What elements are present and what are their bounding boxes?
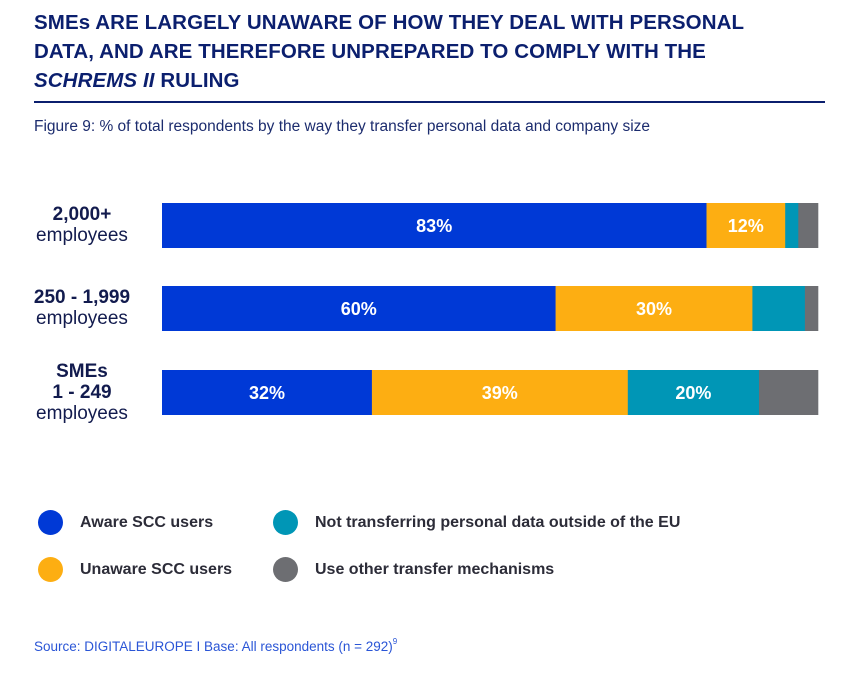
legend-label: Not transferring personal data outside o…	[315, 513, 681, 531]
data-label: 12%	[728, 216, 764, 236]
data-label: 60%	[341, 299, 377, 319]
legend-item-unaware: Unaware SCC users	[38, 557, 232, 582]
bar-segment-not-transferring-personal-data-outside-of-the-eu	[785, 203, 799, 248]
category-label-sme: SMEs 1 - 249 employees	[0, 361, 164, 424]
legend-label: Aware SCC users	[80, 513, 214, 531]
data-label: 32%	[249, 383, 285, 403]
bar-segment-not-transferring-personal-data-outside-of-the-eu	[627, 370, 760, 415]
legend-item-aware: Aware SCC users	[38, 510, 213, 535]
bar-segment-unaware-scc-users	[555, 286, 753, 331]
source-note: Source: DIGITALEUROPE I Base: All respon…	[34, 637, 398, 654]
data-label: 20%	[675, 383, 711, 403]
bar-segment-aware-scc-users	[162, 286, 556, 331]
bar-segment-unaware-scc-users	[371, 370, 628, 415]
legend-swatch-icon	[38, 510, 63, 535]
legend-item-other: Use other transfer mechanisms	[273, 557, 554, 582]
legend-label: Use other transfer mechanisms	[315, 560, 555, 578]
bar-segment-not-transferring-personal-data-outside-of-the-eu	[752, 286, 806, 331]
legend-swatch-icon	[273, 557, 298, 582]
data-label: 39%	[482, 383, 518, 403]
bar-segment-use-other-transfer-mechanisms	[759, 370, 819, 415]
bar-segment-use-other-transfer-mechanisms	[804, 286, 819, 331]
chart-title: SMEs ARE LARGELY UNAWARE OF HOW THEY DEA…	[34, 8, 834, 95]
legend-swatch-icon	[38, 557, 63, 582]
legend-item-not-transferring: Not transferring personal data outside o…	[273, 510, 680, 535]
category-label-bold: 250 - 1,999	[33, 287, 131, 308]
category-label-bold: SMEs	[56, 361, 108, 382]
bar-segment-use-other-transfer-mechanisms	[798, 203, 819, 248]
category-label-medium: 250 - 1,999 employees	[0, 287, 164, 329]
title-rest: RULING	[154, 69, 240, 92]
title-line-2: DATA, AND ARE THEREFORE UNPREPARED TO CO…	[34, 40, 706, 63]
source-text: Source: DIGITALEUROPE I Base: All respon…	[34, 639, 393, 654]
title-divider	[34, 101, 825, 103]
title-italic: SCHREMS II	[34, 69, 155, 92]
bar-segment-unaware-scc-users	[706, 203, 786, 248]
legend-label: Unaware SCC users	[80, 560, 233, 578]
category-label-normal: employees	[36, 308, 128, 329]
title-line-1: SMEs ARE LARGELY UNAWARE OF HOW THEY DEA…	[34, 11, 745, 34]
footnote-mark: 9	[392, 637, 398, 646]
legend-swatch-icon	[273, 510, 298, 535]
category-label-bold-2: 1 - 249	[52, 382, 112, 403]
data-label: 83%	[416, 216, 452, 236]
category-label-normal: employees	[36, 225, 128, 246]
bar-segment-aware-scc-users	[162, 370, 373, 415]
category-label-large: 2,000+ employees	[0, 204, 164, 246]
category-label-normal: employees	[36, 403, 128, 424]
bar-segment-aware-scc-users	[162, 203, 707, 248]
chart-subtitle: Figure 9: % of total respondents by the …	[34, 118, 651, 135]
data-label: 30%	[636, 299, 672, 319]
title-line-3: SCHREMS II RULING	[34, 66, 834, 95]
category-label-bold: 2,000+	[52, 204, 112, 225]
